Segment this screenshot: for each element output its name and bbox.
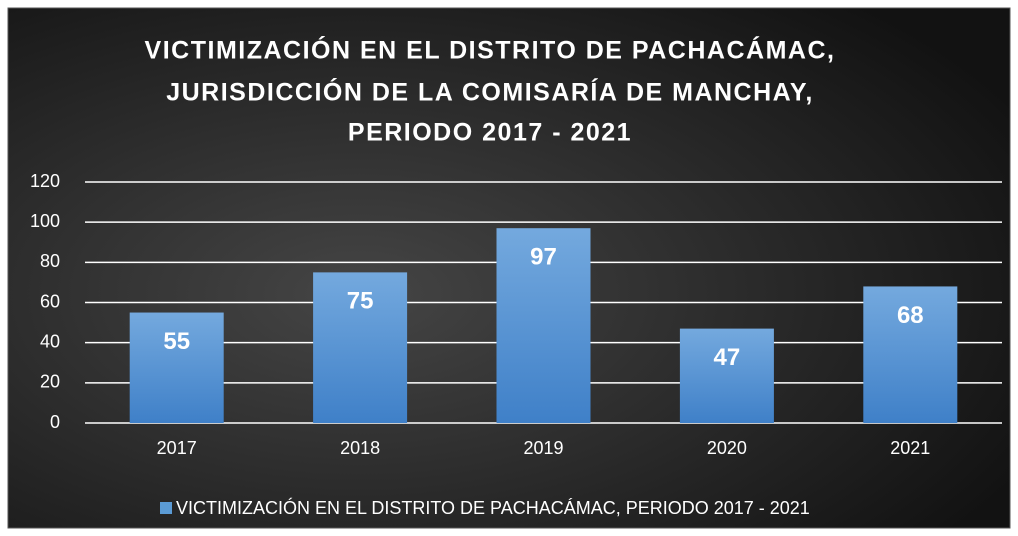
data-label: 97 xyxy=(530,244,557,271)
chart-title: JURISDICCIÓN DE LA COMISARÍA DE MANCHAY, xyxy=(166,77,814,107)
data-label: 75 xyxy=(347,288,374,315)
data-label: 55 xyxy=(163,328,190,355)
y-tick-label: 80 xyxy=(40,251,60,271)
x-tick-label: 2021 xyxy=(890,438,930,458)
x-tick-label: 2018 xyxy=(340,438,380,458)
y-tick-label: 0 xyxy=(50,412,60,432)
bar xyxy=(129,312,224,423)
y-tick-label: 20 xyxy=(40,372,60,392)
y-tick-label: 40 xyxy=(40,331,60,351)
bar xyxy=(679,328,774,423)
legend-label: VICTIMIZACIÓN EN EL DISTRITO DE PACHACÁM… xyxy=(176,497,810,518)
legend-swatch xyxy=(160,502,172,514)
chart-title: VICTIMIZACIÓN EN EL DISTRITO DE PACHACÁM… xyxy=(145,35,836,65)
data-label: 47 xyxy=(714,344,741,371)
x-tick-label: 2017 xyxy=(157,438,197,458)
y-tick-label: 120 xyxy=(30,171,60,191)
data-label: 68 xyxy=(897,302,924,329)
bar xyxy=(496,228,591,423)
x-tick-label: 2019 xyxy=(523,438,563,458)
bar xyxy=(313,272,408,423)
y-tick-label: 100 xyxy=(30,211,60,231)
chart-title: PERIODO 2017 - 2021 xyxy=(348,119,632,147)
x-tick-label: 2020 xyxy=(707,438,747,458)
bar xyxy=(863,286,958,423)
y-tick-label: 60 xyxy=(40,291,60,311)
